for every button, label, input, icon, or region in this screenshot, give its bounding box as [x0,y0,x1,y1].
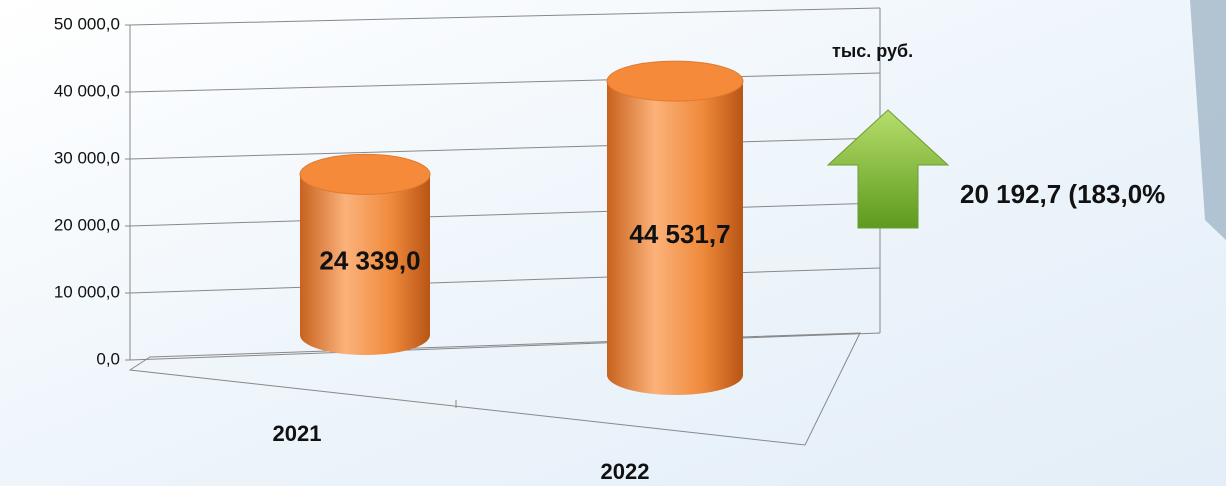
bar [607,81,743,395]
grid-line [129,7,881,26]
decoration [1190,0,1226,240]
y-tick-label: 30 000,0 [54,148,120,167]
grid-line [129,267,881,294]
y-tick-label: 40 000,0 [54,81,120,100]
unit-label: тыс. руб. [832,41,913,61]
bar-top [299,153,431,195]
value-label: 44 531,7 [629,219,730,249]
annotation: 20 192,7 (183,0% [960,179,1165,209]
grid-line [129,202,881,227]
value-label: 24 339,0 [319,246,420,276]
up-arrow [826,109,950,229]
y-tick-label: 20 000,0 [54,215,120,234]
grid-line [129,72,881,93]
x-tick-label: 2021 [273,421,322,446]
y-tick-label: 50 000,0 [54,14,120,33]
y-tick-label: 10 000,0 [54,282,120,301]
bar [300,174,430,355]
bar-top [606,60,744,102]
grid-line [129,332,881,361]
grid-line [129,137,881,160]
y-tick-label: 0,0 [96,349,120,368]
x-tick-label: 2022 [601,459,650,484]
